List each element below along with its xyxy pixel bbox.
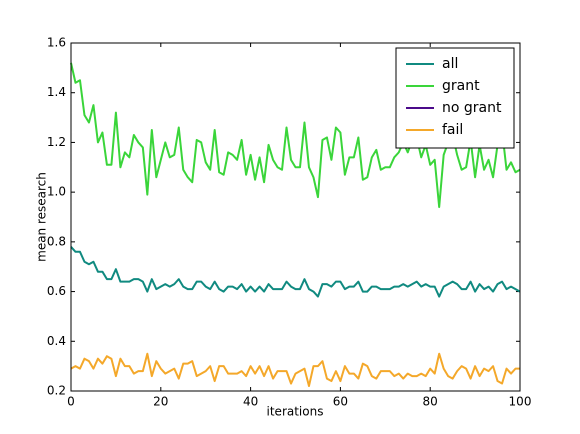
y-tick-label: 1.4 — [47, 85, 66, 99]
legend-label: grant — [442, 78, 480, 94]
series-line — [70, 246, 521, 298]
legend-label: fail — [442, 122, 463, 138]
y-tick-label: 0.2 — [47, 384, 66, 398]
x-tick-label: 100 — [509, 395, 532, 409]
y-tick-label: 0.4 — [47, 334, 66, 348]
x-tick-label: 40 — [243, 395, 258, 409]
y-tick-label: 0.6 — [47, 284, 66, 298]
y-tick-label: 1.0 — [47, 185, 66, 199]
x-tick-label: 80 — [423, 395, 438, 409]
legend: all grant no grant fail — [395, 47, 515, 149]
plot-frame — [70, 42, 521, 392]
legend-label: all — [442, 56, 458, 72]
y-tick-label: 1.2 — [47, 135, 66, 149]
x-tick-label: 60 — [333, 395, 348, 409]
x-tick-label: 20 — [153, 395, 168, 409]
series-line — [70, 62, 521, 209]
y-tick-label: 1.6 — [47, 36, 66, 50]
legend-label: no grant — [442, 100, 502, 116]
y-axis-label: mean research — [35, 172, 49, 262]
series-line — [70, 352, 520, 388]
y-tick-label: 0.8 — [47, 234, 66, 248]
x-axis-label: iterations — [267, 405, 324, 419]
x-tick-label: 0 — [67, 395, 75, 409]
